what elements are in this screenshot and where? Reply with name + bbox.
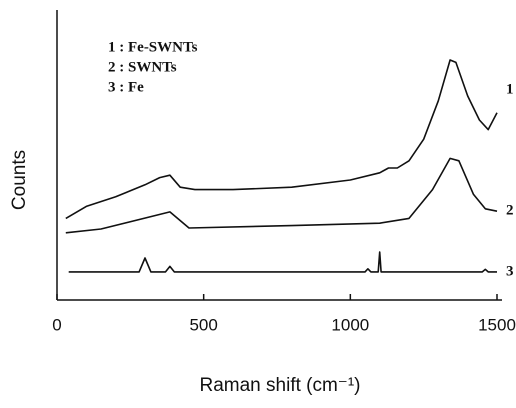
series-end-label: 3 [506,263,514,279]
legend-entry: 2 : SWNTs [108,59,177,75]
y-axis-label: Counts [9,150,30,210]
legend-entry: 3 : Fe [108,79,144,95]
series-line [68,251,497,273]
x-tick-label: 0 [52,315,61,334]
series-line [65,59,498,220]
series-end-label: 2 [506,203,514,219]
series-line [65,157,498,234]
x-tick-label: 1000 [331,315,369,334]
series-end-label: 1 [506,81,514,97]
x-axis-label: Raman shift (cm⁻¹) [200,375,361,396]
x-tick-label: 1500 [478,315,516,334]
legend-entry: 1 : Fe-SWNTs [108,39,198,55]
x-tick-label: 500 [189,315,217,334]
